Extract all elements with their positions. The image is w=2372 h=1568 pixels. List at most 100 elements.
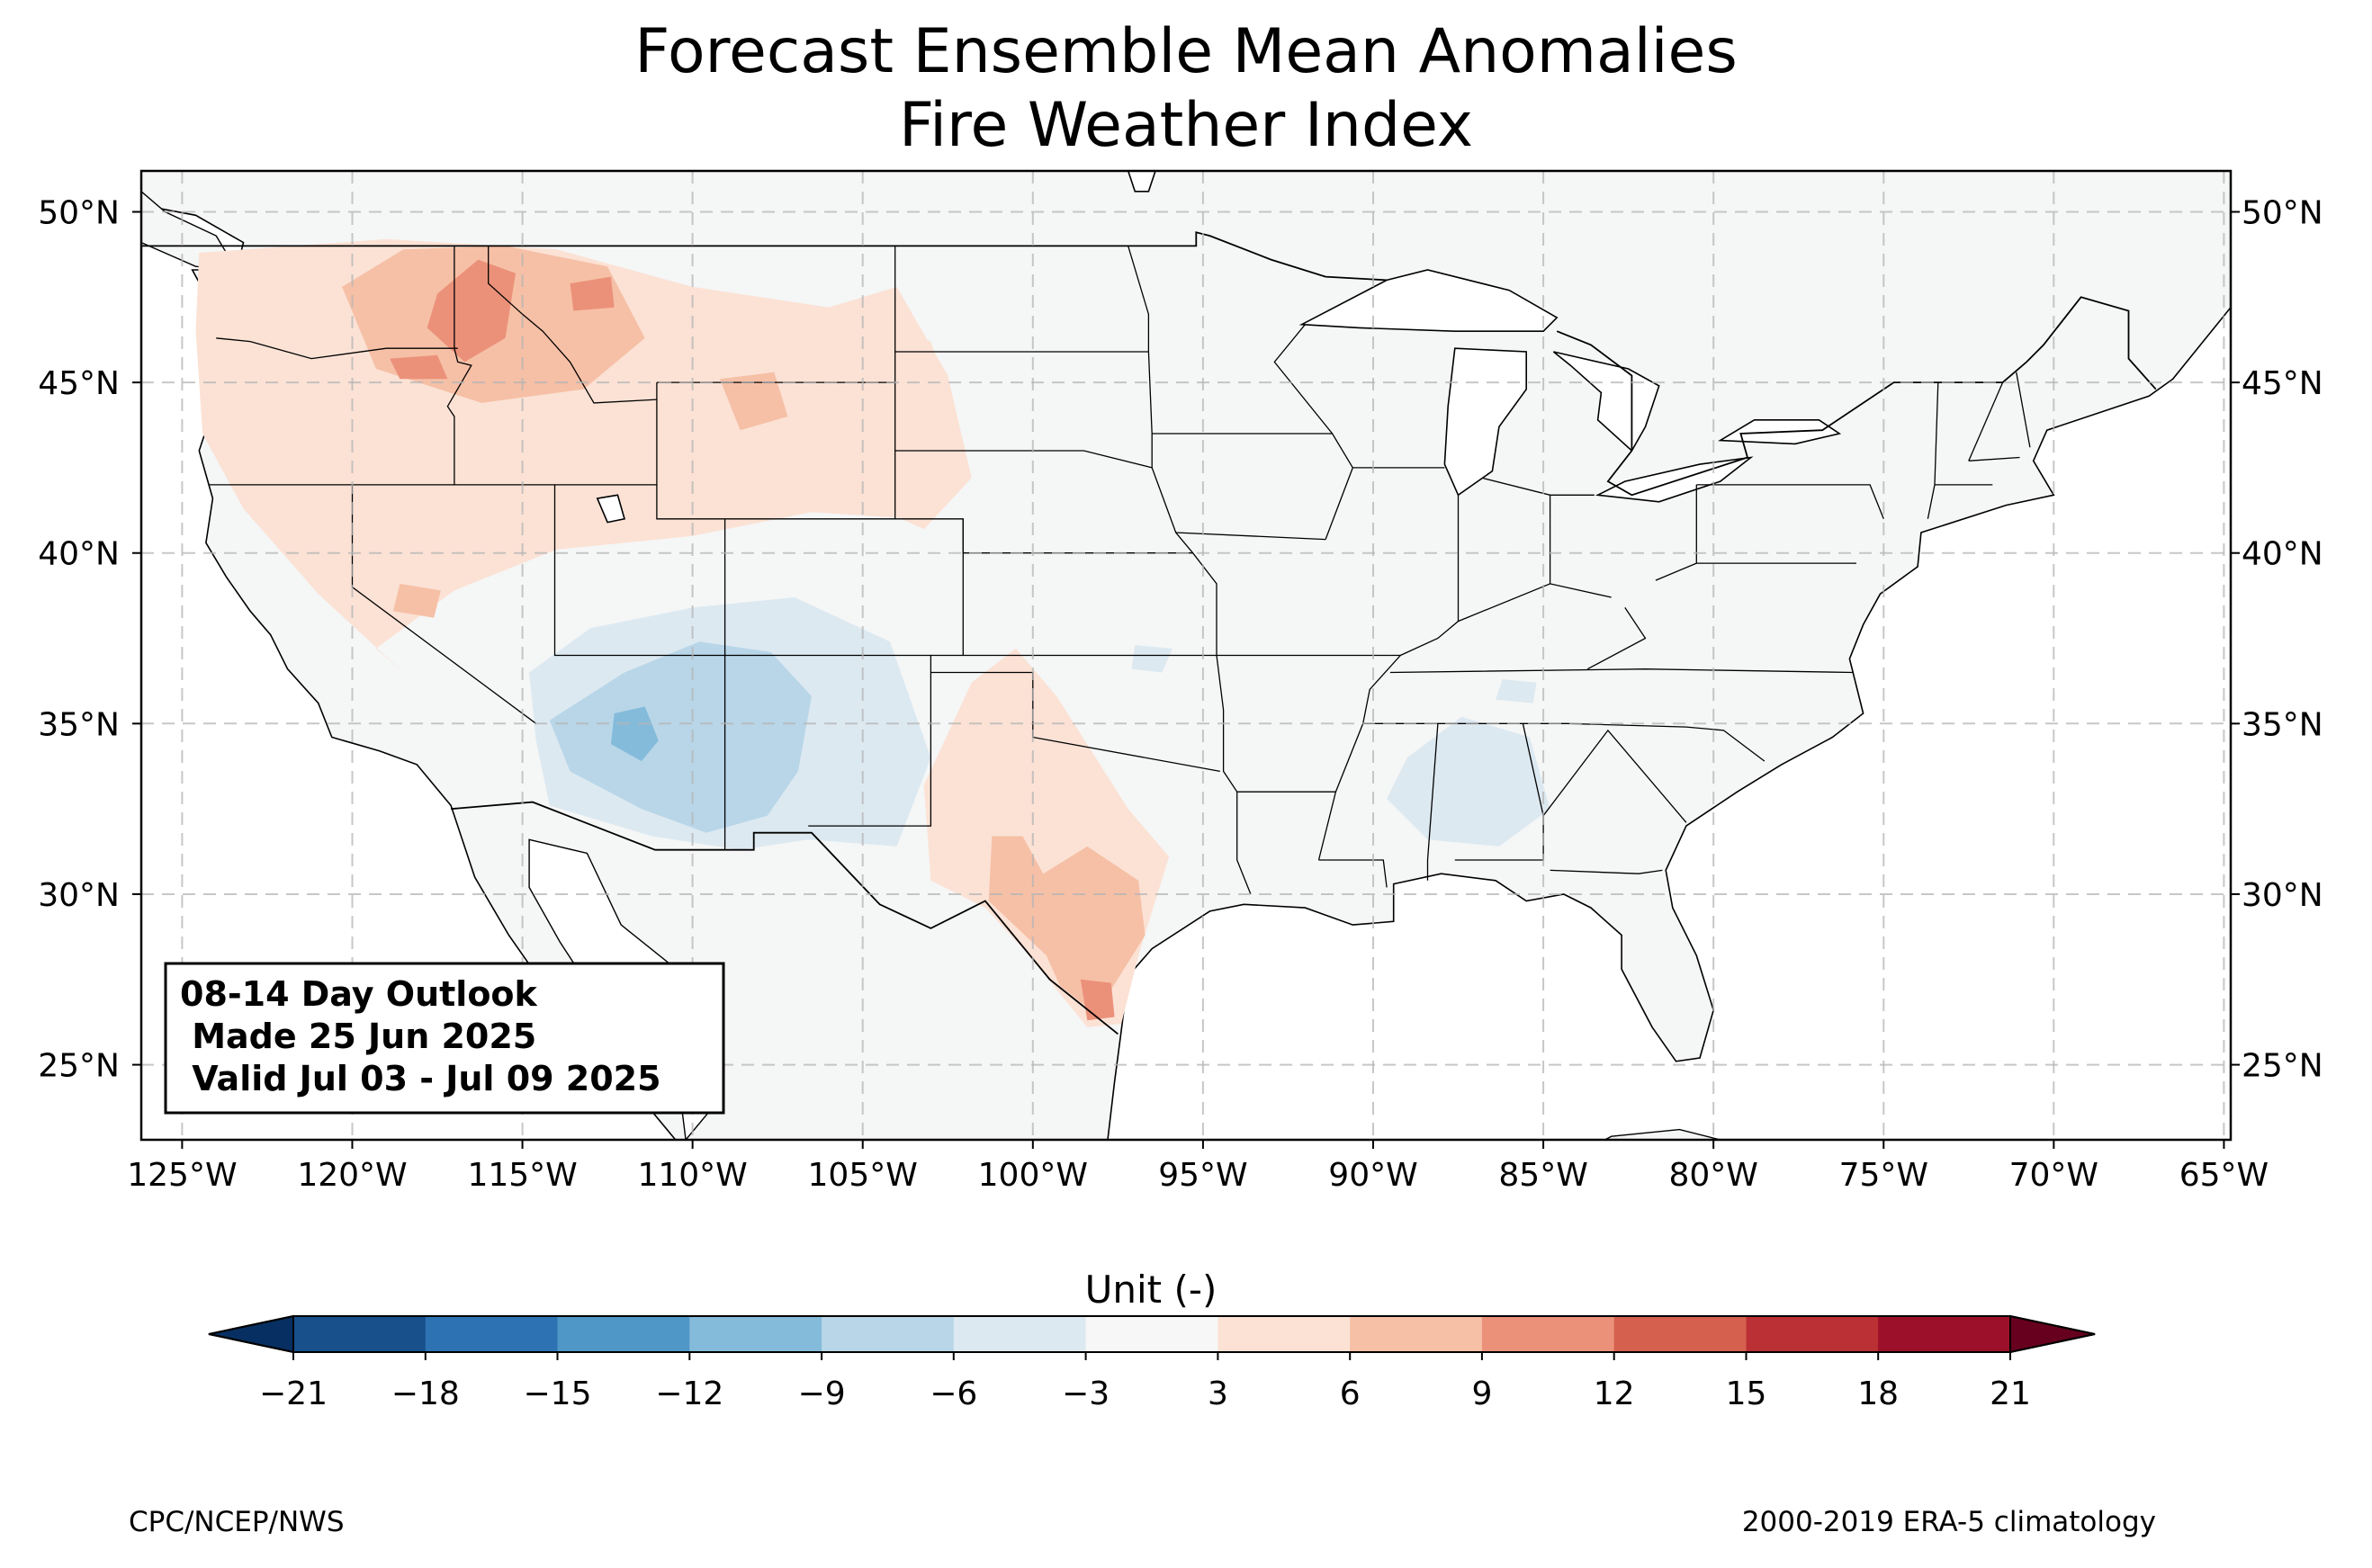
annotation-frame: [164, 962, 725, 1115]
lake-winnipeg-stub: [1127, 171, 1156, 193]
footer-climatology: 2000-2019 ERA-5 climatology: [1741, 1506, 2156, 1538]
colorbar-tick-label: −12: [655, 1375, 723, 1412]
colorbar-segment: [1613, 1316, 1748, 1352]
colorbar-tick-label: −3: [1062, 1375, 1110, 1412]
state-boundary: [1542, 729, 1687, 823]
lon-tick-label: 95°W: [1158, 1157, 1247, 1194]
colorbar-tick-label: 21: [1990, 1375, 2031, 1412]
colorbar: Unit (-) −21 −18 −15 −12 −9 −6 −3 3 6 9 12 15 18 21: [208, 1268, 2096, 1412]
colorbar-segment: [1746, 1316, 1879, 1352]
lat-axis: 25°N 25°N 30°N 30°N 35°N 35°N 40°N 40°N 45°N 45°N…: [38, 195, 2323, 1085]
lon-tick-label: 90°W: [1328, 1157, 1417, 1194]
state-boundary: [1175, 532, 1326, 541]
state-boundary: [1128, 246, 1252, 895]
state-boundary: [1481, 477, 1595, 496]
anomaly-region-nevada-spot: [392, 583, 441, 618]
lon-tick-label: 75°W: [1839, 1157, 1928, 1194]
lat-tick-label-right: 40°N: [2242, 536, 2323, 573]
colorbar-segment: [689, 1316, 822, 1352]
state-boundary: [1655, 562, 1697, 581]
lat-tick-label-right: 50°N: [2242, 195, 2323, 232]
lon-tick-label: 110°W: [637, 1157, 747, 1194]
lat-tick-label-left: 25°N: [38, 1048, 120, 1085]
colorbar-extend-under: [208, 1314, 294, 1354]
footer-source: CPC/NCEP/NWS: [129, 1506, 345, 1538]
state-boundary: [553, 484, 1390, 657]
state-boundary: [1317, 654, 1402, 861]
colorbar-tick-label: 12: [1594, 1375, 1635, 1412]
colorbar-ticks: −21 −18 −15 −12 −9 −6 −3 3 6 9 12 15 18 21: [259, 1352, 2031, 1412]
colorbar-tick-label: −18: [391, 1375, 460, 1412]
anomaly-region-southwest-mid: [549, 641, 812, 833]
colorbar-segment: [1481, 1316, 1615, 1352]
state-boundary: [1586, 607, 1647, 670]
lat-tick-label-right: 30°N: [2242, 877, 2323, 914]
chart-title: Forecast Ensemble Mean Anomalies: [634, 16, 1738, 87]
anomaly-region-texas-mid: [988, 836, 1146, 1010]
colorbar-label: Unit (-): [1085, 1268, 1217, 1312]
lon-tick-label: 120°W: [297, 1157, 407, 1194]
colorbar-tick-label: 3: [1208, 1375, 1228, 1412]
colorbar-extend-over: [2009, 1314, 2096, 1354]
state-boundary: [1318, 859, 1388, 888]
state-boundary: [1273, 324, 1354, 540]
colorbar-tick-label: 6: [1340, 1375, 1361, 1412]
colorbar-segment: [557, 1316, 690, 1352]
annotation-line-2: Made 25 Jun 2025: [180, 1017, 536, 1056]
anomaly-region-tennessee-spot: [1496, 679, 1537, 703]
colorbar-tick-label: −6: [930, 1375, 977, 1412]
anomaly-region-plains-light: [828, 286, 972, 530]
great-salt-lake: [596, 494, 626, 524]
mexico-border-0: [451, 801, 1119, 1035]
state-boundary: [1968, 381, 2004, 461]
colorbar-segment: [1350, 1316, 1483, 1352]
lon-tick-label: 70°W: [2009, 1157, 2098, 1194]
annotation-line-3: Valid Jul 03 - Jul 09 2025: [180, 1059, 661, 1098]
lat-tick-label-left: 50°N: [38, 195, 120, 232]
lake-superior: [1298, 269, 1559, 333]
colorbar-tick-label: −15: [524, 1375, 592, 1412]
anomaly-region-montana-spot: [570, 276, 615, 311]
anomaly-layer: [195, 238, 1550, 1027]
lat-tick-label-right: 35°N: [2242, 706, 2323, 743]
state-boundary: [1426, 723, 1439, 881]
canada-border-0: [141, 231, 1388, 282]
lon-tick-label: 115°W: [467, 1157, 577, 1194]
state-boundary: [1550, 869, 1663, 874]
anomaly-region-wyoming-spot: [719, 372, 788, 431]
lat-tick-label-right: 25°N: [2242, 1048, 2323, 1085]
map-frame-border: [139, 169, 2233, 1142]
colorbar-tick-label: −9: [798, 1375, 846, 1412]
lon-axis: 125°W 120°W 115°W 110°W 105°W 100°W 95°W 90°W 85…: [127, 1140, 2269, 1194]
lon-tick-label: 80°W: [1668, 1157, 1757, 1194]
colorbar-tick-label: −21: [259, 1375, 328, 1412]
state-boundary: [1389, 668, 1854, 674]
lon-tick-label: 65°W: [2179, 1157, 2269, 1194]
cuba-land: [1604, 1128, 1723, 1140]
colorbar-segments: [208, 1314, 2096, 1354]
state-boundary: [1696, 484, 1884, 520]
lat-tick-label-right: 45°N: [2242, 365, 2323, 402]
colorbar-segment: [953, 1316, 1087, 1352]
colorbar-segment: [425, 1316, 559, 1352]
state-boundary: [2016, 372, 2031, 448]
state-boundary: [930, 671, 1220, 773]
anomaly-region-southeast-light: [1387, 716, 1550, 847]
anomaly-region-oregon-spot: [390, 354, 448, 380]
annotation-line-1: 08-14 Day Outlook: [180, 974, 538, 1014]
state-boundary: [488, 246, 657, 404]
anomaly-region-idaho-core: [427, 259, 516, 363]
state-boundary: [1400, 583, 1612, 657]
state-boundary: [1968, 456, 2020, 461]
anomaly-region-arizona-core: [610, 706, 659, 762]
state-boundary: [216, 337, 458, 360]
canada-border-1: [1556, 296, 2157, 497]
chart-subtitle: Fire Weather Index: [898, 90, 1474, 161]
lon-tick-label: 100°W: [978, 1157, 1088, 1194]
outlook-annotation-box: 08-14 Day Outlook Made 25 Jun 2025 Valid…: [164, 962, 725, 1115]
colorbar-tick-label: 15: [1726, 1375, 1767, 1412]
lat-tick-label-left: 45°N: [38, 365, 120, 402]
lake-michigan: [1443, 347, 1527, 497]
colorbar-tick-label: 18: [1857, 1375, 1899, 1412]
